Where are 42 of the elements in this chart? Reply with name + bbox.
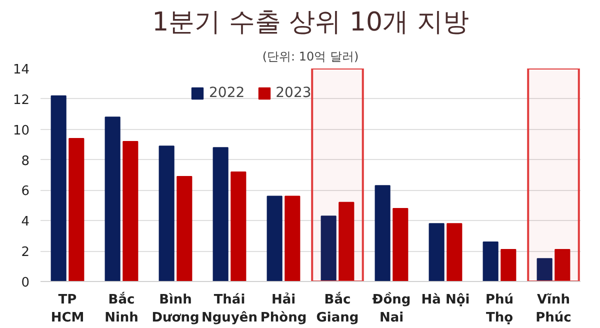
bar xyxy=(212,147,228,282)
x-tick-label: Vĩnh Phúc xyxy=(536,292,572,326)
y-tick-label: 12 xyxy=(12,92,30,108)
chart-subtitle: (단위: 10억 달러) xyxy=(262,50,359,64)
bar xyxy=(284,196,300,282)
x-tick-label: Hải Phòng xyxy=(260,292,307,326)
y-tick-label: 0 xyxy=(21,276,30,290)
y-tick-label: 10 xyxy=(12,123,30,138)
x-tick-label: Thái Nguyên xyxy=(202,292,258,326)
x-tick-label: Hà Nội xyxy=(421,292,470,308)
x-tick-label: Bắc Giang xyxy=(316,292,359,326)
bar xyxy=(428,223,444,282)
x-tick-label: Bình Dương xyxy=(152,292,200,326)
y-tick-label: 2 xyxy=(21,245,30,260)
bar xyxy=(482,241,498,282)
bar xyxy=(68,138,84,282)
legend-label: 2023 xyxy=(276,85,312,101)
bar xyxy=(50,95,66,282)
bar xyxy=(176,176,192,282)
bar xyxy=(122,141,138,282)
y-tick-label: 4 xyxy=(21,214,30,230)
x-tick-label: Bắc Ninh xyxy=(104,292,138,326)
y-tick-label: 8 xyxy=(21,154,30,169)
bar xyxy=(446,223,462,282)
x-tick-label: Đồng Nai xyxy=(372,292,411,326)
bar xyxy=(338,202,354,282)
bar xyxy=(230,171,246,282)
bar xyxy=(104,116,120,282)
bar xyxy=(266,196,282,282)
bar xyxy=(320,216,336,282)
bar xyxy=(392,208,408,282)
y-tick-label: 14 xyxy=(12,62,30,78)
legend-label: 2022 xyxy=(209,85,245,101)
bar xyxy=(374,185,390,282)
chart-title: 1분기 수출 상위 10개 지방 xyxy=(152,8,469,38)
x-tick-label: Phú Thọ xyxy=(485,292,514,326)
y-tick-label: 6 xyxy=(21,184,30,200)
bar xyxy=(158,146,174,282)
x-tick-label: TP HCM xyxy=(50,292,84,326)
bar xyxy=(500,249,516,282)
bar xyxy=(536,258,552,282)
bar xyxy=(554,249,570,282)
